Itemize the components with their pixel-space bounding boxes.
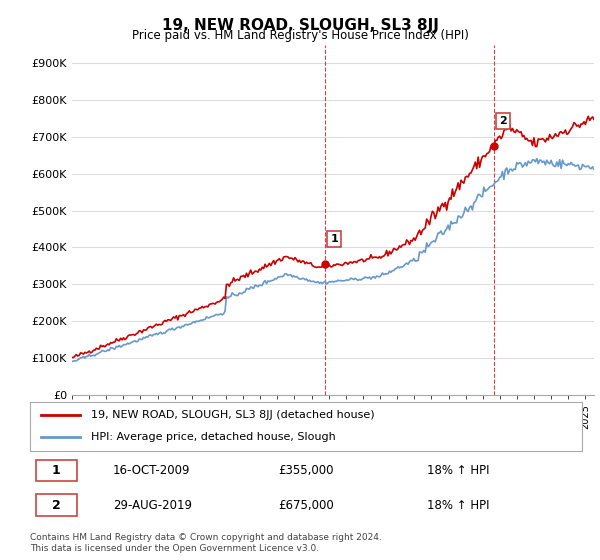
Text: 29-AUG-2019: 29-AUG-2019 <box>113 498 192 511</box>
FancyBboxPatch shape <box>35 460 77 481</box>
Text: HPI: Average price, detached house, Slough: HPI: Average price, detached house, Slou… <box>91 432 335 442</box>
Text: 2: 2 <box>52 498 61 511</box>
Text: 2: 2 <box>499 116 507 126</box>
Text: 19, NEW ROAD, SLOUGH, SL3 8JJ: 19, NEW ROAD, SLOUGH, SL3 8JJ <box>161 18 439 33</box>
Text: Contains HM Land Registry data © Crown copyright and database right 2024.
This d: Contains HM Land Registry data © Crown c… <box>30 533 382 553</box>
Text: £675,000: £675,000 <box>278 498 334 511</box>
Text: Price paid vs. HM Land Registry's House Price Index (HPI): Price paid vs. HM Land Registry's House … <box>131 29 469 42</box>
Text: 18% ↑ HPI: 18% ↑ HPI <box>427 498 490 511</box>
Text: 1: 1 <box>52 464 61 477</box>
Text: £355,000: £355,000 <box>278 464 334 477</box>
Text: 16-OCT-2009: 16-OCT-2009 <box>113 464 190 477</box>
Text: 1: 1 <box>330 234 338 244</box>
Text: 19, NEW ROAD, SLOUGH, SL3 8JJ (detached house): 19, NEW ROAD, SLOUGH, SL3 8JJ (detached … <box>91 410 374 421</box>
Text: 18% ↑ HPI: 18% ↑ HPI <box>427 464 490 477</box>
FancyBboxPatch shape <box>35 494 77 516</box>
